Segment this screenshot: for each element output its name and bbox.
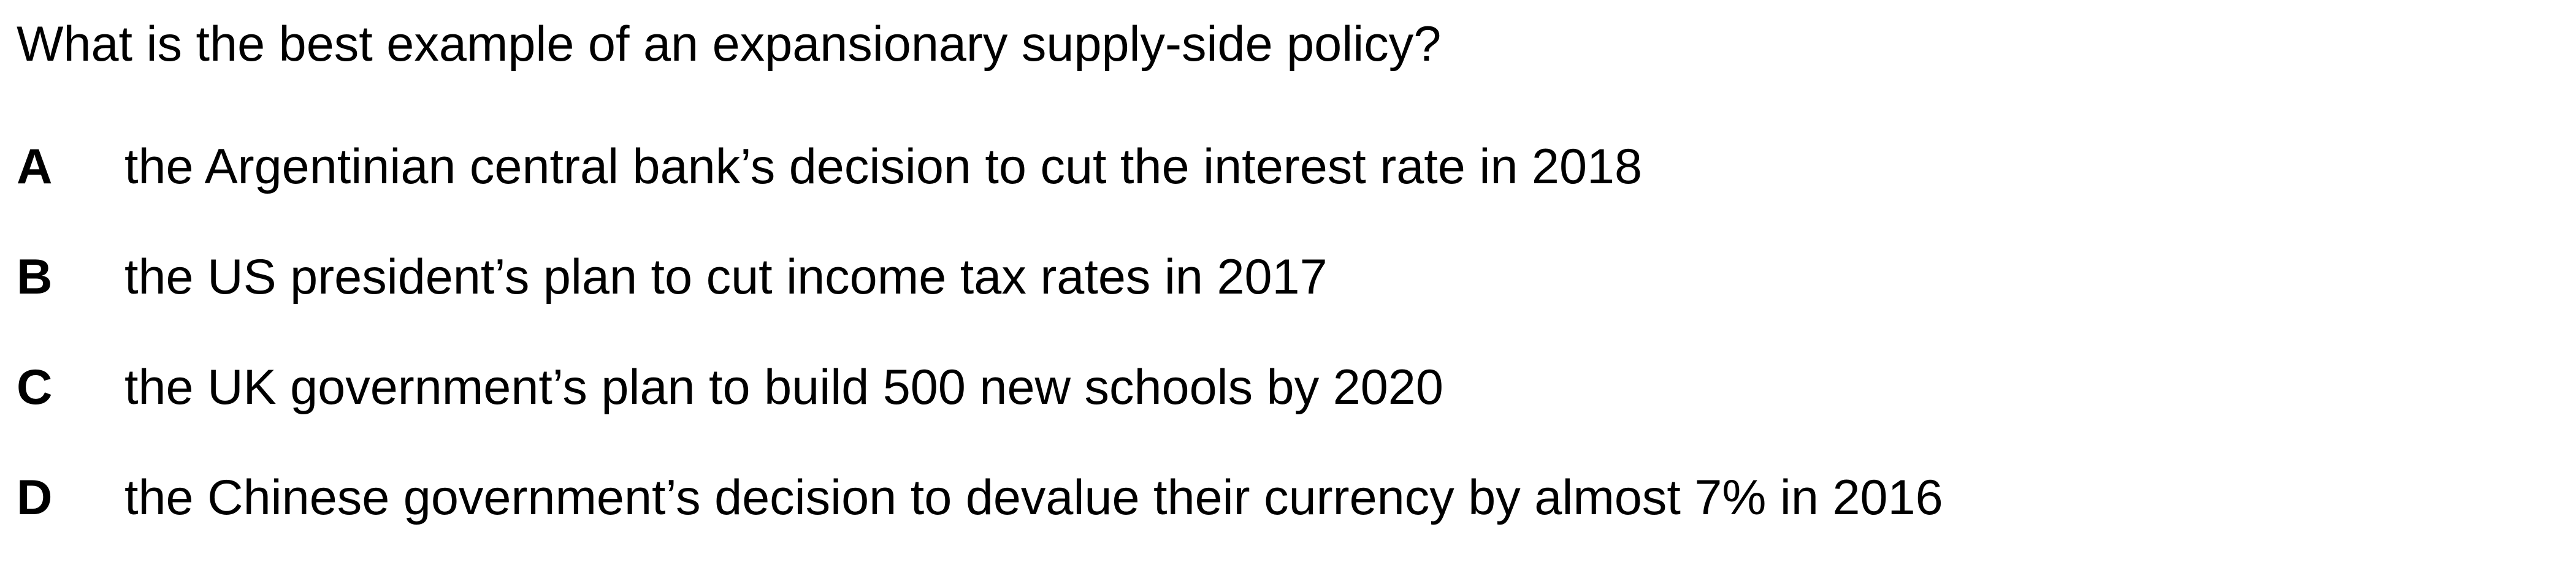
option-letter: B	[17, 249, 53, 305]
option-letter: A	[17, 139, 53, 194]
option-text: the Argentinian central bank’s decision …	[124, 139, 1643, 194]
option-text: the US president’s plan to cut income ta…	[124, 249, 1328, 305]
option-text: the UK government’s plan to build 500 ne…	[124, 360, 1443, 415]
option-letter: D	[17, 470, 53, 525]
question-text: What is the best example of an expansion…	[17, 17, 1442, 72]
option-text: the Chinese government’s decision to dev…	[124, 470, 1943, 525]
option-letter: C	[17, 360, 53, 415]
